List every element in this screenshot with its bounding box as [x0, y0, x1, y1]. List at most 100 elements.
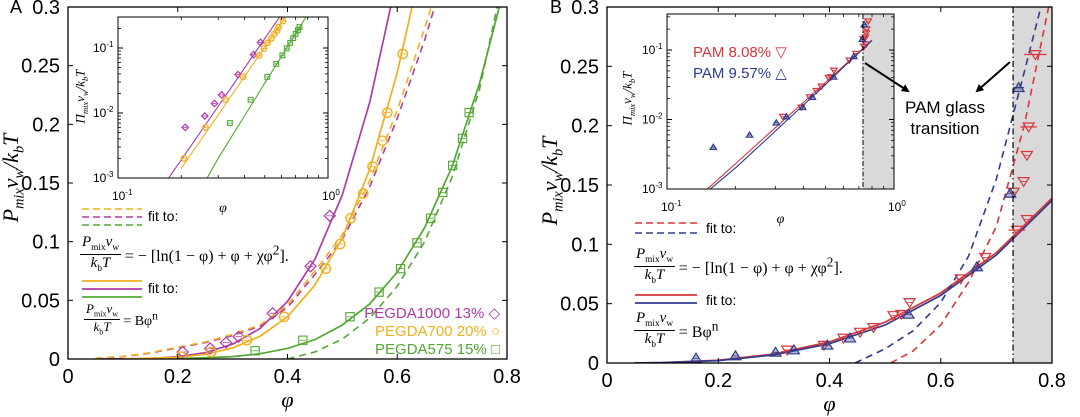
- eq-part: b: [651, 339, 656, 350]
- ylabel-part: v: [537, 181, 562, 192]
- inset-background: [667, 14, 894, 189]
- eq-part: mix: [93, 309, 107, 319]
- ylabel-part: T: [619, 71, 635, 79]
- panel-label-b: B: [550, 0, 563, 17]
- eq-part: P: [636, 310, 646, 326]
- inset-x-tick-label: 10-1: [112, 188, 133, 203]
- series-pam-9-57-: [689, 81, 1026, 363]
- ylabel-part: T: [537, 136, 562, 149]
- ylabel-part: w: [627, 92, 638, 99]
- panel-a: 0 0.2 0.4 0.6 0.800.050.10.150.20.250.3φ10-1…: [21, 0, 521, 412]
- inset-axes-box: [117, 16, 329, 179]
- ylabel-part: k: [537, 156, 562, 166]
- inset-x-tick-label: 100: [322, 188, 340, 203]
- triangle-down-marker: [853, 327, 867, 339]
- square-marker: [226, 120, 233, 127]
- circle-marker: [334, 238, 346, 250]
- inset-y-tick-label: 10-3: [642, 181, 663, 196]
- circle-marker: [357, 188, 369, 199]
- square-marker: [438, 187, 448, 198]
- triangle-up-marker: [728, 349, 743, 361]
- legend-item-pegda700: PEGDA700 20% ○: [375, 323, 500, 340]
- eq-part: k: [90, 254, 98, 271]
- legend-label: PEGDA575 15%: [375, 341, 487, 358]
- glass-region: [1013, 7, 1052, 363]
- ylabel-part: P: [537, 211, 562, 226]
- inset-y-axis-label-a: Πmixvw/kbT: [72, 47, 91, 147]
- circle-marker: [381, 107, 393, 118]
- main-y-axis-label-a: Pmixvw/kbT: [0, 93, 27, 263]
- square-marker: [457, 133, 468, 144]
- diamond-marker-icon: ◇: [488, 305, 500, 322]
- triangle-up-marker: [901, 308, 916, 319]
- main-plot-area: [95, 7, 501, 359]
- ylabel-part: /: [537, 165, 562, 172]
- eq-part: T: [656, 330, 665, 347]
- square-marker: [426, 213, 436, 223]
- circle-marker: [205, 346, 217, 358]
- glass-transition-annotation: PAM glass transition: [885, 97, 1005, 139]
- circle-marker: [222, 96, 230, 104]
- y-tick-label: 0.05: [560, 294, 599, 316]
- circle-marker: [241, 334, 253, 346]
- inset-plot-area: [167, 17, 307, 178]
- inset-y-tick-label: 10-3: [93, 170, 114, 185]
- ylabel-part: /: [619, 88, 635, 93]
- inset-legend-pam-957: PAM 9.57% △: [693, 64, 787, 82]
- flory-huggins-fit-line: [95, 7, 436, 359]
- eq-part: v: [106, 301, 113, 316]
- ylabel-part: Π: [72, 114, 88, 124]
- triangle-down-marker: [954, 274, 968, 285]
- annotation-line: transition: [910, 119, 980, 138]
- square-marker: [287, 39, 294, 46]
- annotation-arrow-main: [975, 61, 1011, 93]
- y-tick-label: 0.25: [560, 56, 599, 78]
- x-axis-label: φ: [281, 387, 293, 412]
- eq-part: P: [636, 246, 646, 262]
- legend-label: PAM 9.57%: [693, 65, 772, 82]
- ylabel-part: mix: [627, 103, 638, 117]
- diamond-marker: [219, 336, 233, 349]
- circle-marker: [320, 263, 332, 275]
- ylabel-part: mix: [11, 188, 28, 209]
- diamond-marker: [266, 306, 280, 320]
- triangle-down-marker: [1020, 150, 1034, 162]
- x-tick-label: 0.4: [816, 370, 844, 392]
- eq-part: v: [659, 310, 667, 326]
- square-marker: [345, 312, 355, 322]
- eq-part: w: [112, 243, 120, 253]
- circle-marker-icon: ○: [490, 323, 500, 340]
- fit-label-solid-a: fit to:: [148, 280, 179, 296]
- square-marker: [447, 160, 458, 171]
- x-tick-label: 0.4: [274, 366, 302, 388]
- eq-part: mix: [645, 319, 660, 329]
- triangle-down-marker: [1020, 214, 1034, 226]
- panel-b: 0 0.2 0.4 0.6 0.800.050.10.150.20.250.3φ10-1…: [560, 0, 1066, 416]
- eq-part: b: [651, 275, 656, 286]
- inset-x-tick-label: 10-1: [661, 199, 682, 214]
- x-tick-label: 0.2: [704, 370, 732, 392]
- circle-marker: [260, 45, 268, 53]
- inset-power-law-fit-line: [167, 17, 281, 178]
- ylabel-part: mix: [80, 101, 91, 115]
- ylabel-part: /: [0, 162, 23, 169]
- ylabel-part: /: [72, 86, 88, 91]
- flory-huggins-equation-a: Pmixvw kbT = − [ln(1 − φ) + φ + χφ2].: [80, 234, 289, 274]
- inset-axes-box: [666, 13, 895, 190]
- fit-label-solid-b: fit to:: [706, 292, 737, 308]
- eq-part: P: [86, 301, 94, 316]
- triangle-down-marker: [1028, 50, 1042, 61]
- y-tick-label: 0.2: [571, 116, 599, 138]
- diamond-marker: [200, 111, 209, 121]
- diamond-marker: [234, 70, 243, 79]
- eq-part: T: [103, 318, 111, 334]
- fit-label-dashed-a: fit to:: [148, 208, 179, 224]
- eq-part: b: [99, 327, 104, 337]
- eq-part: ].: [833, 259, 843, 277]
- triangle-up-marker-icon: △: [775, 65, 787, 82]
- eq-part: k: [93, 318, 100, 334]
- ylabel-part: w: [80, 90, 91, 97]
- main-y-axis-label-b: Pmixvw/kbT: [537, 96, 566, 266]
- diamond-marker: [176, 345, 190, 359]
